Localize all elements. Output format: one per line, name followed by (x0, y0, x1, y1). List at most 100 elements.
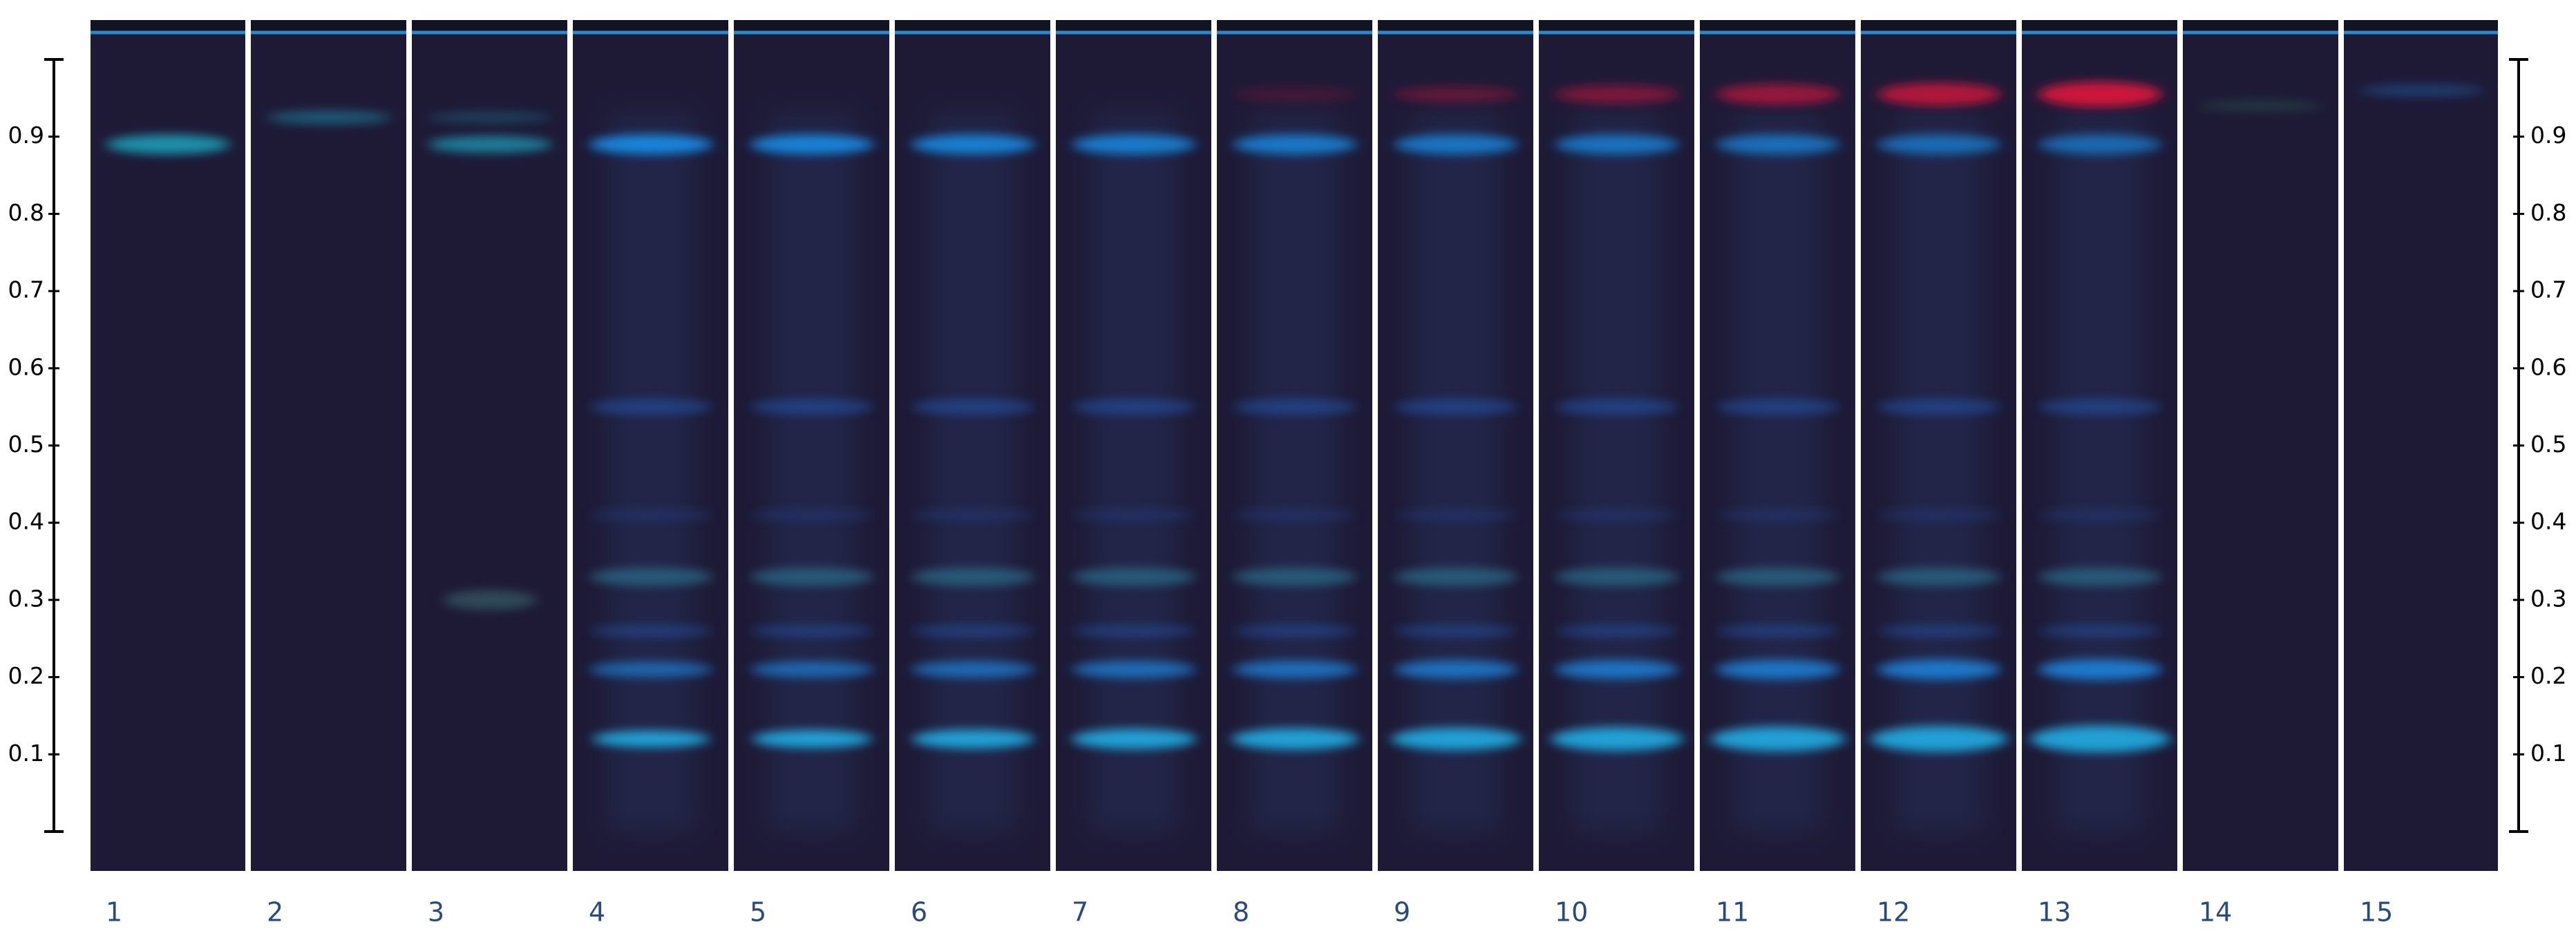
band (1555, 85, 1679, 104)
band (750, 662, 874, 677)
lane-separator (245, 20, 251, 871)
bands (106, 82, 2484, 832)
band (1394, 625, 1518, 637)
band (750, 509, 874, 522)
scale-label: 0.8 (2530, 199, 2566, 226)
band (911, 134, 1035, 154)
lane-label: 5 (750, 897, 766, 928)
band (1877, 568, 2001, 586)
lane-separators (245, 20, 2344, 871)
lane-separator (1533, 20, 1539, 871)
scale-label: 0.3 (8, 585, 44, 612)
lane-separator (728, 20, 734, 871)
band (1716, 134, 1840, 154)
band (911, 625, 1035, 637)
lane-streak (2057, 113, 2143, 832)
lane-label: 2 (267, 897, 283, 928)
band (1877, 625, 2001, 637)
band (1071, 729, 1197, 749)
lane-streak (1574, 113, 1660, 832)
lane-label: 12 (1877, 897, 1910, 928)
lane-streak (1252, 113, 1338, 832)
band (1877, 659, 2001, 679)
lane-label: 14 (2199, 897, 2232, 928)
band (2199, 101, 2323, 111)
band (589, 399, 713, 415)
band (2038, 659, 2162, 680)
band (750, 568, 874, 586)
band (750, 625, 874, 637)
lane-label: 3 (428, 897, 444, 928)
band (1072, 399, 1196, 415)
lane-streak (930, 113, 1016, 832)
scale-label: 0.1 (8, 740, 44, 767)
lane-streak (1896, 113, 1982, 832)
band (1716, 568, 1840, 586)
lane-label: 11 (1716, 897, 1749, 928)
lane-streak (1413, 113, 1499, 832)
lane-label: 15 (2360, 897, 2393, 928)
band (589, 134, 713, 154)
lane-separator (406, 20, 412, 871)
scale-label: 0.7 (2530, 276, 2566, 303)
labels: 1 2 3 4 5 6 7 8 9 10 11 12 13 14 15 (106, 897, 2393, 928)
lane-separator (1050, 20, 1056, 871)
band (1233, 568, 1357, 586)
band (1716, 625, 1840, 637)
band (267, 110, 391, 124)
band (752, 730, 872, 748)
band (911, 729, 1034, 749)
band (443, 590, 537, 610)
scale-label: 0.5 (2530, 431, 2566, 458)
band (1233, 87, 1357, 102)
band (2038, 399, 2162, 415)
band (911, 399, 1035, 415)
lane-label: 10 (1555, 897, 1588, 928)
lane-separator (2338, 20, 2344, 871)
lane-separator (889, 20, 895, 871)
lane-separator (1372, 20, 1378, 871)
band (1394, 660, 1518, 679)
lane-separator (1855, 20, 1861, 871)
band (1233, 625, 1357, 637)
lane-streak (608, 113, 694, 832)
band (1394, 568, 1518, 586)
band (1233, 399, 1357, 415)
band (1710, 726, 1846, 751)
band (2360, 84, 2484, 96)
scale-label: 0.9 (2530, 122, 2566, 149)
band (1072, 509, 1196, 522)
band (750, 399, 874, 415)
band (1870, 726, 2008, 752)
band (106, 134, 230, 154)
scale-label: 0.7 (8, 276, 44, 303)
band (1394, 399, 1518, 415)
lane-streak (769, 113, 855, 832)
band (1716, 509, 1840, 522)
band (428, 111, 552, 123)
band (2029, 725, 2170, 753)
lane-label: 4 (589, 897, 605, 928)
band (1555, 625, 1679, 637)
rf-scales: 0.1 0.2 0.3 0.4 0.5 0.6 0.7 0.8 0.9 0.1 0.2 0.3 0.4 0… (8, 58, 2566, 833)
band (1555, 660, 1679, 679)
scale-label: 0.1 (2530, 740, 2566, 767)
lane-label: 9 (1394, 897, 1410, 928)
scale-label: 0.3 (2530, 585, 2566, 612)
lane-label: 7 (1072, 897, 1088, 928)
band (1877, 82, 2001, 106)
lane-separator (1694, 20, 1700, 871)
band (1555, 568, 1679, 586)
band (1072, 661, 1196, 678)
band (1877, 399, 2001, 415)
band (1877, 134, 2001, 154)
band (911, 568, 1035, 586)
band (589, 625, 713, 637)
lane-streak (1091, 113, 1177, 832)
scale-label: 0.4 (2530, 508, 2566, 535)
plate-top (91, 20, 2498, 32)
lane-label: 1 (106, 897, 122, 928)
lane-separator (2016, 20, 2022, 871)
scale-label: 0.2 (2530, 662, 2566, 689)
